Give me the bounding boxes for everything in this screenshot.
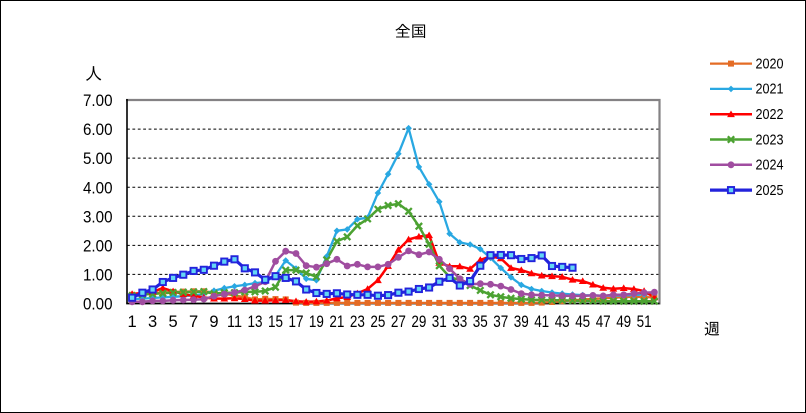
svg-text:49: 49 [616,313,631,331]
svg-text:23: 23 [350,313,365,331]
svg-text:0.00: 0.00 [83,295,113,314]
svg-text:2021: 2021 [756,82,784,98]
svg-text:19: 19 [309,313,324,331]
svg-text:5.00: 5.00 [83,149,113,168]
svg-text:27: 27 [391,313,406,331]
svg-text:2022: 2022 [756,107,784,123]
svg-text:47: 47 [596,313,611,331]
svg-text:4.00: 4.00 [83,178,113,197]
svg-text:3: 3 [148,313,157,331]
svg-text:13: 13 [248,313,263,331]
svg-text:1: 1 [128,313,137,331]
svg-text:25: 25 [370,313,385,331]
svg-text:2.00: 2.00 [83,237,113,256]
svg-text:33: 33 [452,313,467,331]
svg-text:7: 7 [189,313,198,331]
svg-text:5: 5 [169,313,178,331]
svg-text:6.00: 6.00 [83,120,113,139]
svg-text:17: 17 [289,313,304,331]
svg-text:1.00: 1.00 [83,266,113,285]
svg-text:2024: 2024 [756,158,784,174]
svg-text:11: 11 [227,313,242,331]
svg-text:2020: 2020 [756,56,784,72]
svg-text:35: 35 [473,313,488,331]
svg-text:43: 43 [555,313,570,331]
svg-text:2023: 2023 [756,132,784,148]
svg-text:45: 45 [575,313,590,331]
svg-text:41: 41 [534,313,549,331]
svg-text:7.00: 7.00 [83,91,113,110]
svg-text:31: 31 [432,313,447,331]
svg-text:29: 29 [411,313,426,331]
svg-text:21: 21 [329,313,344,331]
svg-text:51: 51 [637,313,652,331]
svg-text:2025: 2025 [756,183,784,199]
svg-text:3.00: 3.00 [83,207,113,226]
svg-text:9: 9 [209,313,218,331]
svg-text:37: 37 [493,313,508,331]
svg-text:15: 15 [268,313,283,331]
svg-text:39: 39 [514,313,529,331]
